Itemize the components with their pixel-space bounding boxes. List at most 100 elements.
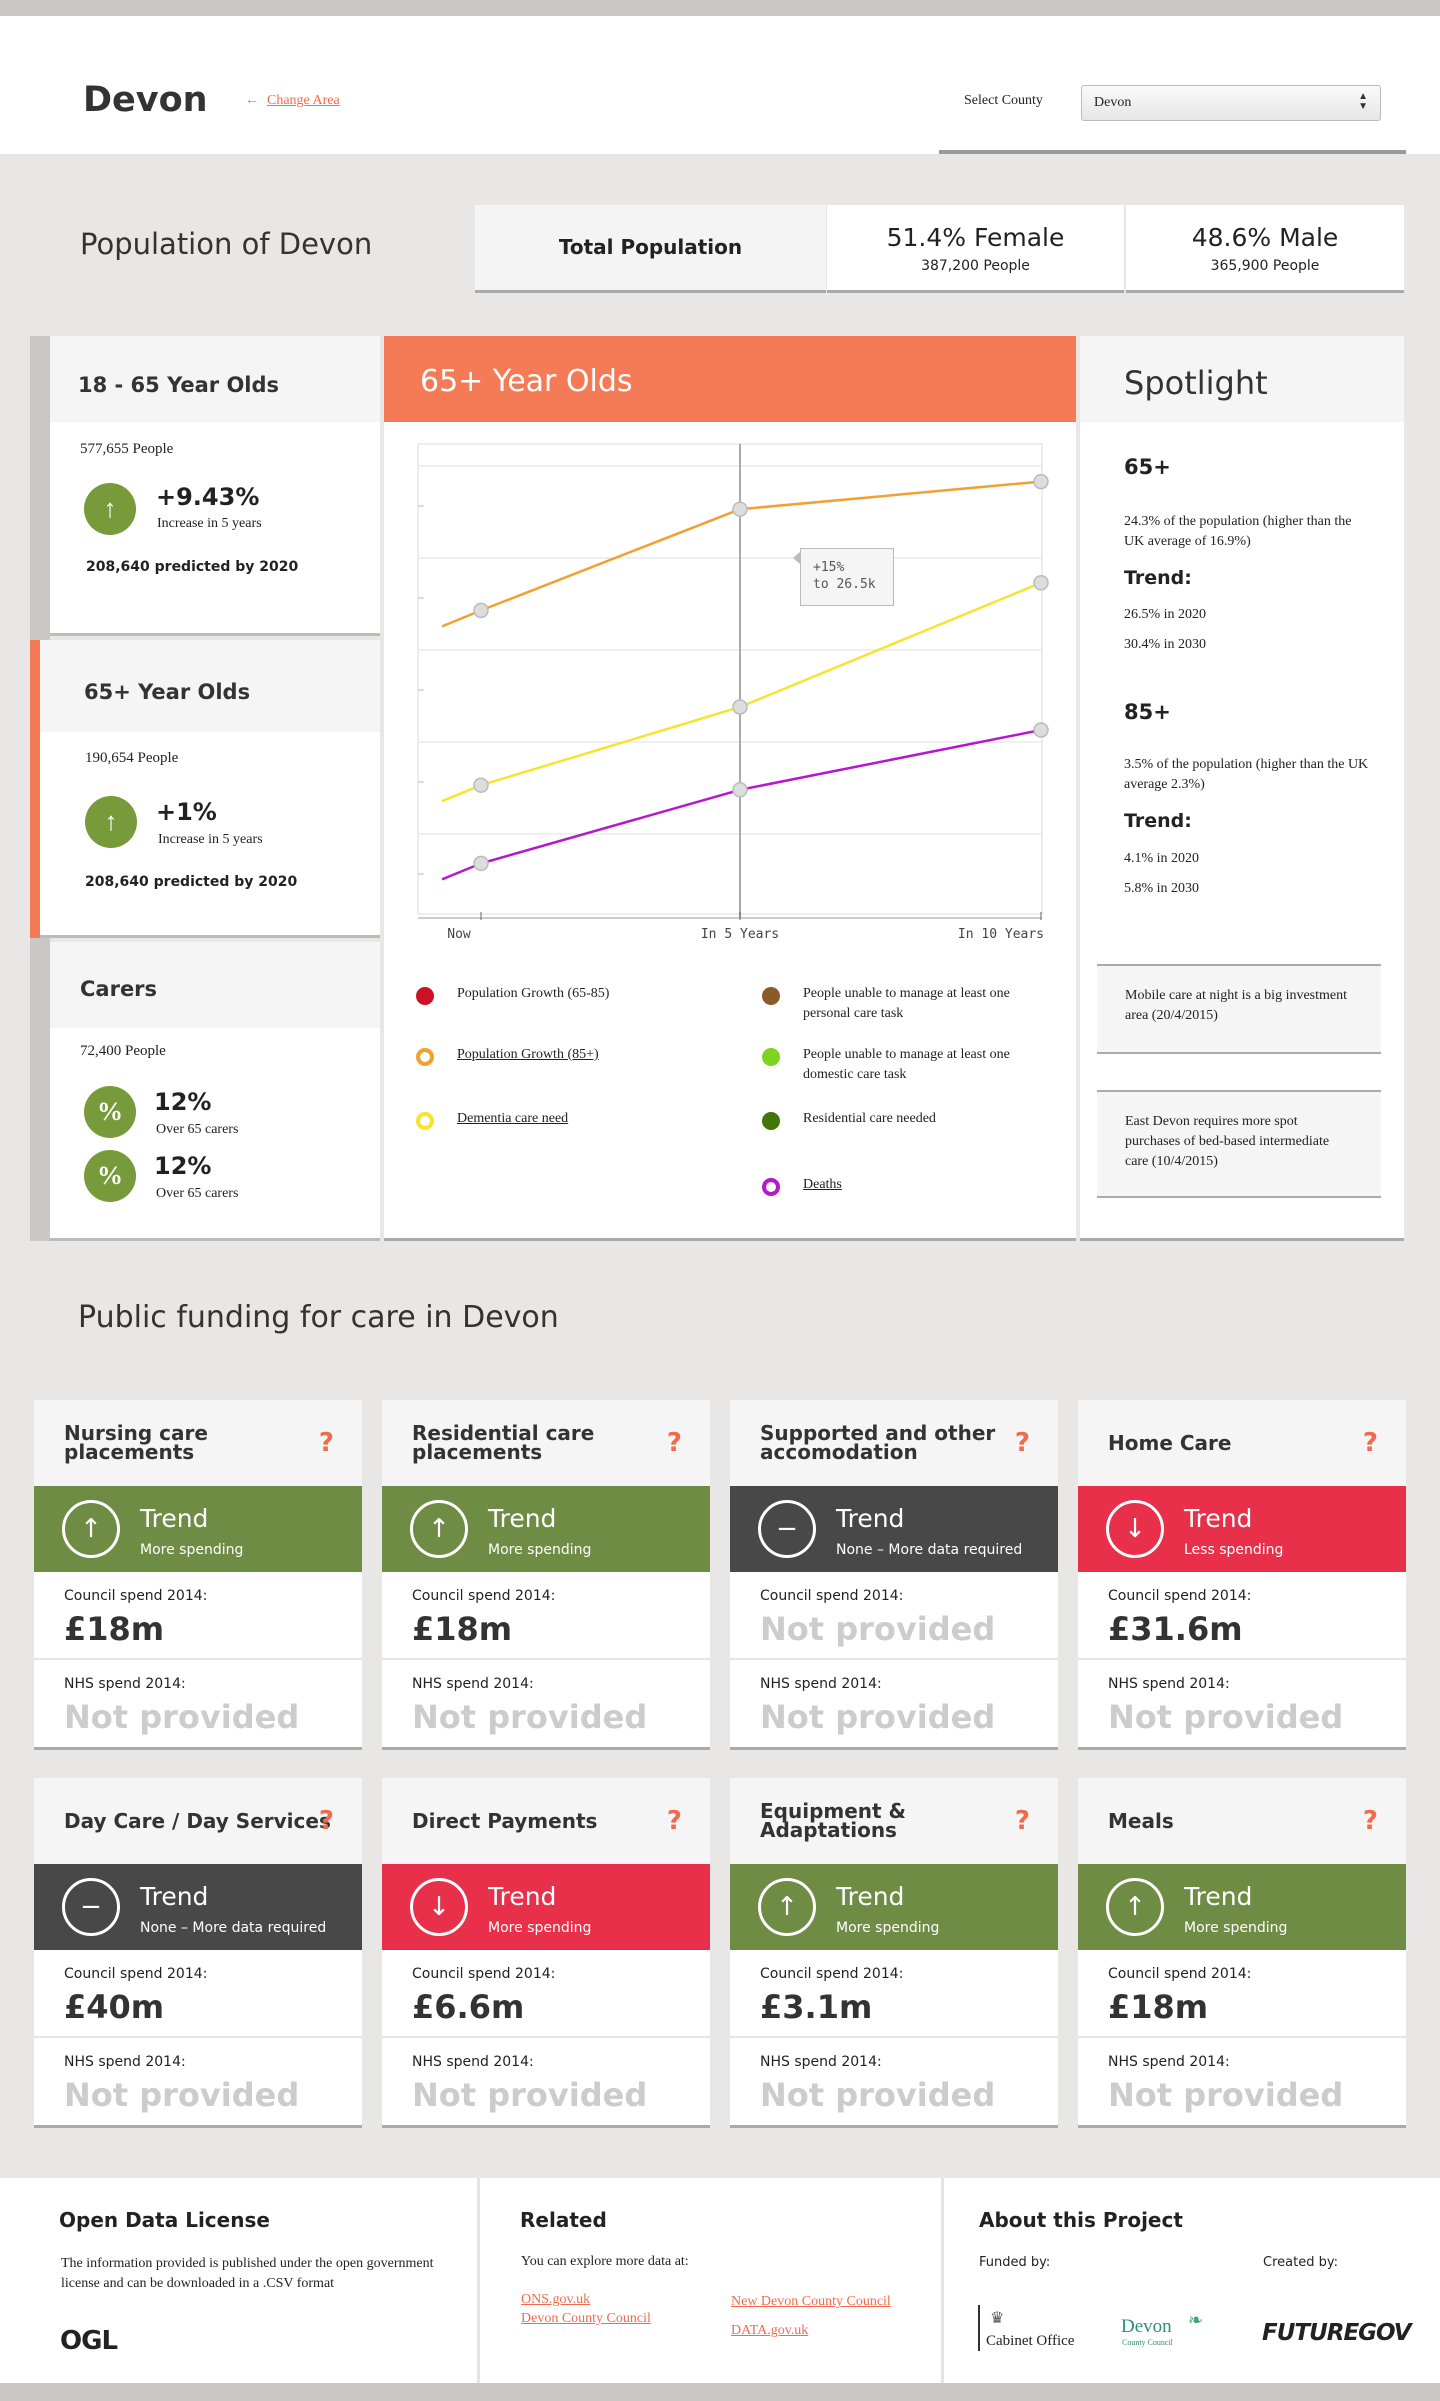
nhs-value: Not provided [760,1698,996,1736]
trend-sub: More spending [836,1920,940,1936]
trend-up-icon: ↑ [410,1500,468,1558]
county-select-value: Devon [1094,95,1132,110]
link-data-gov[interactable]: DATA.gov.uk [731,2323,809,2338]
spotlight-65: 65+ [1124,455,1374,479]
legend-marker [416,1112,434,1130]
footer-bar [0,2383,1440,2401]
age-card-pred: 208,640 predicted by 2020 [86,559,299,575]
data-point [473,777,489,793]
trend-up-icon: ↑ [758,1878,816,1936]
council-label: Council spend 2014: [64,1966,208,1982]
funding-card-title: Day Care / Day Services [34,1778,362,1864]
link-devon-cc[interactable]: Devon County Council [521,2311,651,2326]
divider [1124,205,1126,293]
data-point [473,855,489,872]
link-ons[interactable]: ONS.gov.uk [521,2292,591,2307]
help-icon[interactable]: ? [1362,1806,1378,1836]
nhs-value: Not provided [760,2076,996,2114]
link-new-devon-cc[interactable]: New Devon County Council [731,2294,891,2309]
county-select[interactable]: Devon ▲ ▼ [1081,85,1381,121]
nhs-label: NHS spend 2014: [1108,1676,1230,1692]
help-icon[interactable]: ? [318,1428,334,1458]
funding-card: Nursing care placements ? ↑ Trend More s… [34,1400,362,1750]
x-tick-label: In 10 Years [958,927,1044,942]
spotlight-line: 26.5% in 2020 [1124,607,1207,622]
spotlight-news[interactable]: East Devon requires more spot purchases … [1097,1090,1381,1198]
nhs-value: Not provided [1108,2076,1344,2114]
divider [382,1658,710,1660]
trend-label: Trend [836,1882,905,1911]
age-card-sub: Increase in 5 years [157,516,262,531]
council-value: £3.1m [760,1988,873,2026]
legend-marker [762,1178,780,1196]
legend-label: Residential care needed [803,1111,936,1126]
female-box: 51.4% Female 387,200 People [827,205,1124,293]
age-card-pct: +1% [156,798,217,826]
series-line [441,581,1042,803]
trend-sub: More spending [140,1542,244,1558]
help-icon[interactable]: ? [1014,1428,1030,1458]
council-label: Council spend 2014: [412,1966,556,1982]
data-point [1033,575,1049,591]
divider [34,1658,362,1660]
help-icon[interactable]: ? [1014,1806,1030,1836]
related-title: Related [520,2208,607,2232]
age-card-title: 18 - 65 Year Olds [78,373,280,397]
trend-banner: ↓ Trend Less spending [1078,1486,1406,1572]
trend-sub: None – More data required [836,1542,1023,1558]
select-caret-icon: ▲ ▼ [1358,91,1368,112]
council-label: Council spend 2014: [64,1588,208,1604]
line-chart[interactable]: Now In 5 Years In 10 Years [384,422,1076,952]
select-underline [939,150,1406,154]
funding-card-title: Nursing care placements [34,1400,362,1486]
divider [730,1658,1058,1660]
age-card-18-65: 18 - 65 Year Olds 577,655 People ↑ +9.43… [50,336,380,636]
help-icon[interactable]: ? [318,1806,334,1836]
spotlight-news[interactable]: Mobile care at night is a big investment… [1097,964,1381,1054]
council-label: Council spend 2014: [760,1966,904,1982]
divider [730,2036,1058,2038]
tooltip-line: to 26.5k [813,577,876,592]
spotlight-title: Spotlight [1080,336,1404,422]
arrow-up-icon: ↑ [84,483,136,535]
carers-pct: 12% [154,1152,212,1180]
trend-banner: ↑ Trend More spending [1078,1864,1406,1950]
trend-label: Trend [488,1882,557,1911]
funded-by-label: Funded by: [979,2255,1051,2270]
male-pct: 48.6% Male [1191,223,1339,252]
council-value: £6.6m [412,1988,525,2026]
ogl-logo: OGL [60,2326,118,2356]
trend-none-icon: − [758,1500,816,1558]
funding-card-title: Residential care placements [382,1400,710,1486]
trend-sub: Less spending [1184,1542,1284,1558]
trend-label: Trend [836,1504,905,1533]
spotlight-heading: 65+ [1124,455,1171,479]
help-icon[interactable]: ? [666,1806,682,1836]
trend-banner: ↑ Trend More spending [730,1864,1058,1950]
change-area-link[interactable]: ← Change Area [245,93,340,109]
council-label: Council spend 2014: [1108,1966,1252,1982]
help-icon[interactable]: ? [666,1428,682,1458]
trend-down-icon: ↓ [1106,1500,1164,1558]
funding-title: Public funding for care in Devon [78,1300,559,1335]
top-bar [0,0,1440,16]
spotlight-heading: 85+ [1124,700,1171,724]
female-pct: 51.4% Female [886,223,1065,252]
trend-sub: More spending [1184,1920,1288,1936]
spotlight-line: 30.4% in 2030 [1124,637,1207,652]
legend-label[interactable]: Dementia care need [457,1111,569,1126]
funding-card-title: Home Care [1078,1400,1406,1486]
trend-banner: − Trend None – More data required [730,1486,1058,1572]
tooltip-line: +15% [813,560,845,575]
futuregov-logo: FUTUREGOV [1262,2320,1412,2346]
divider [1078,1658,1406,1660]
footer-divider [941,2178,944,2383]
help-icon[interactable]: ? [1362,1428,1378,1458]
legend-label[interactable]: Deaths [803,1177,842,1192]
trend-banner: ↑ Trend More spending [34,1486,362,1572]
funding-card: Equipment & Adaptations ? ↑ Trend More s… [730,1778,1058,2128]
series-line [441,728,1042,881]
council-value: £18m [412,1610,513,1648]
legend-label[interactable]: Population Growth (85+) [457,1047,599,1062]
age-card-title: 65+ Year Olds [84,680,251,704]
